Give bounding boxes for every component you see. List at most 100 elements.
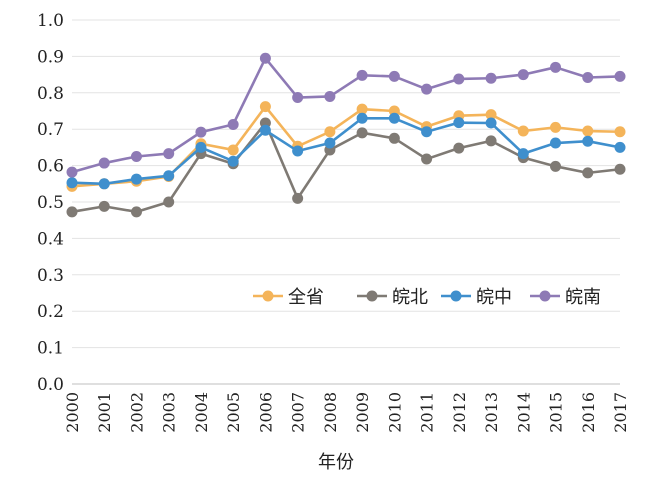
x-axis-ticks: 2000 2001 2002 2003 2004 2005 2006 2007 2008 2009… bbox=[63, 392, 630, 433]
data-point bbox=[292, 145, 304, 157]
y-tick-label: 0.8 bbox=[37, 84, 64, 104]
data-point bbox=[453, 73, 465, 85]
x-tick-label: 2011 bbox=[418, 392, 437, 433]
data-point bbox=[582, 72, 594, 84]
legend-item: 皖北 bbox=[357, 287, 428, 308]
data-point bbox=[550, 61, 562, 73]
data-point bbox=[324, 137, 336, 149]
data-point bbox=[614, 163, 626, 175]
y-tick-label: 0.9 bbox=[37, 47, 64, 67]
data-point bbox=[66, 177, 78, 189]
data-point bbox=[421, 126, 433, 138]
legend-label: 皖中 bbox=[476, 287, 512, 308]
legend-label: 全省 bbox=[288, 287, 324, 308]
data-point bbox=[292, 192, 304, 204]
data-point bbox=[259, 101, 271, 113]
data-point bbox=[130, 151, 142, 162]
y-tick-label: 1.0 bbox=[37, 11, 64, 31]
data-point bbox=[292, 92, 304, 104]
y-tick-label: 0.7 bbox=[37, 120, 64, 140]
y-tick-label: 0.2 bbox=[37, 302, 64, 322]
data-point bbox=[195, 141, 207, 153]
data-point bbox=[356, 69, 368, 81]
legend-label: 皖北 bbox=[392, 287, 428, 308]
data-point bbox=[485, 72, 497, 84]
x-tick-label: 2006 bbox=[256, 392, 275, 433]
data-point bbox=[614, 70, 626, 82]
x-tick-label: 2010 bbox=[385, 392, 404, 433]
data-point bbox=[324, 90, 336, 102]
y-tick-label: 0.6 bbox=[37, 157, 64, 177]
data-point bbox=[130, 206, 142, 218]
data-point bbox=[485, 117, 497, 129]
data-point bbox=[227, 155, 239, 167]
x-tick-label: 2012 bbox=[450, 392, 469, 433]
series-3 bbox=[66, 112, 626, 190]
x-tick-label: 2003 bbox=[160, 392, 179, 433]
data-point bbox=[227, 144, 239, 156]
data-point bbox=[356, 103, 368, 115]
y-tick-label: 0.1 bbox=[37, 339, 64, 359]
data-point bbox=[163, 196, 175, 208]
x-tick-label: 2000 bbox=[63, 392, 82, 433]
legend-swatch-marker bbox=[539, 290, 551, 302]
data-point bbox=[582, 135, 594, 147]
data-point bbox=[517, 69, 529, 81]
data-point bbox=[324, 126, 336, 138]
y-tick-label: 0.0 bbox=[37, 375, 64, 395]
data-point bbox=[130, 173, 142, 185]
data-point bbox=[388, 112, 400, 124]
series-line bbox=[71, 56, 621, 174]
x-tick-label: 2014 bbox=[514, 392, 533, 433]
series-line bbox=[71, 105, 621, 188]
data-point bbox=[550, 137, 562, 149]
data-point bbox=[98, 178, 110, 190]
x-tick-label: 2015 bbox=[547, 392, 566, 433]
data-point bbox=[388, 70, 400, 82]
data-point bbox=[356, 112, 368, 124]
series-layer bbox=[66, 52, 626, 218]
legend-item: 全省 bbox=[253, 287, 324, 308]
x-tick-label: 2008 bbox=[321, 392, 340, 433]
data-point bbox=[453, 142, 465, 154]
data-point bbox=[195, 126, 207, 138]
legend-swatch-marker bbox=[262, 290, 274, 302]
x-tick-label: 2016 bbox=[579, 392, 598, 433]
x-tick-label: 2007 bbox=[289, 392, 308, 433]
legend-item: 皖中 bbox=[441, 287, 512, 308]
x-tick-label: 2002 bbox=[127, 392, 146, 433]
data-point bbox=[388, 132, 400, 144]
data-point bbox=[421, 153, 433, 165]
data-point bbox=[485, 135, 497, 147]
x-tick-label: 2004 bbox=[192, 392, 211, 433]
data-point bbox=[259, 52, 271, 64]
data-point bbox=[66, 166, 78, 178]
x-tick-label: 2005 bbox=[224, 392, 243, 433]
data-point bbox=[517, 125, 529, 137]
data-point bbox=[550, 121, 562, 133]
data-point bbox=[582, 167, 594, 179]
x-axis-title: 年份 bbox=[318, 452, 354, 473]
data-point bbox=[163, 170, 175, 182]
legend-swatch-marker bbox=[450, 290, 462, 302]
data-point bbox=[582, 125, 594, 137]
legend-item: 皖南 bbox=[530, 287, 601, 308]
x-tick-label: 2001 bbox=[95, 392, 114, 433]
data-point bbox=[453, 117, 465, 129]
data-point bbox=[614, 126, 626, 138]
data-point bbox=[259, 124, 271, 136]
data-point bbox=[614, 141, 626, 153]
data-point bbox=[356, 127, 368, 139]
data-point bbox=[550, 160, 562, 172]
y-tick-label: 0.3 bbox=[37, 266, 64, 286]
y-axis-ticks: 0.0 0.1 0.2 0.3 0.4 0.5 0.6 0.7 0.8 0.9 1.0 bbox=[37, 11, 64, 395]
series-line bbox=[71, 121, 621, 214]
data-point bbox=[163, 148, 175, 160]
data-point bbox=[98, 200, 110, 212]
data-point bbox=[227, 118, 239, 130]
legend-swatch-marker bbox=[366, 290, 378, 302]
data-point bbox=[66, 206, 78, 218]
grid bbox=[72, 19, 620, 349]
data-point bbox=[421, 83, 433, 95]
